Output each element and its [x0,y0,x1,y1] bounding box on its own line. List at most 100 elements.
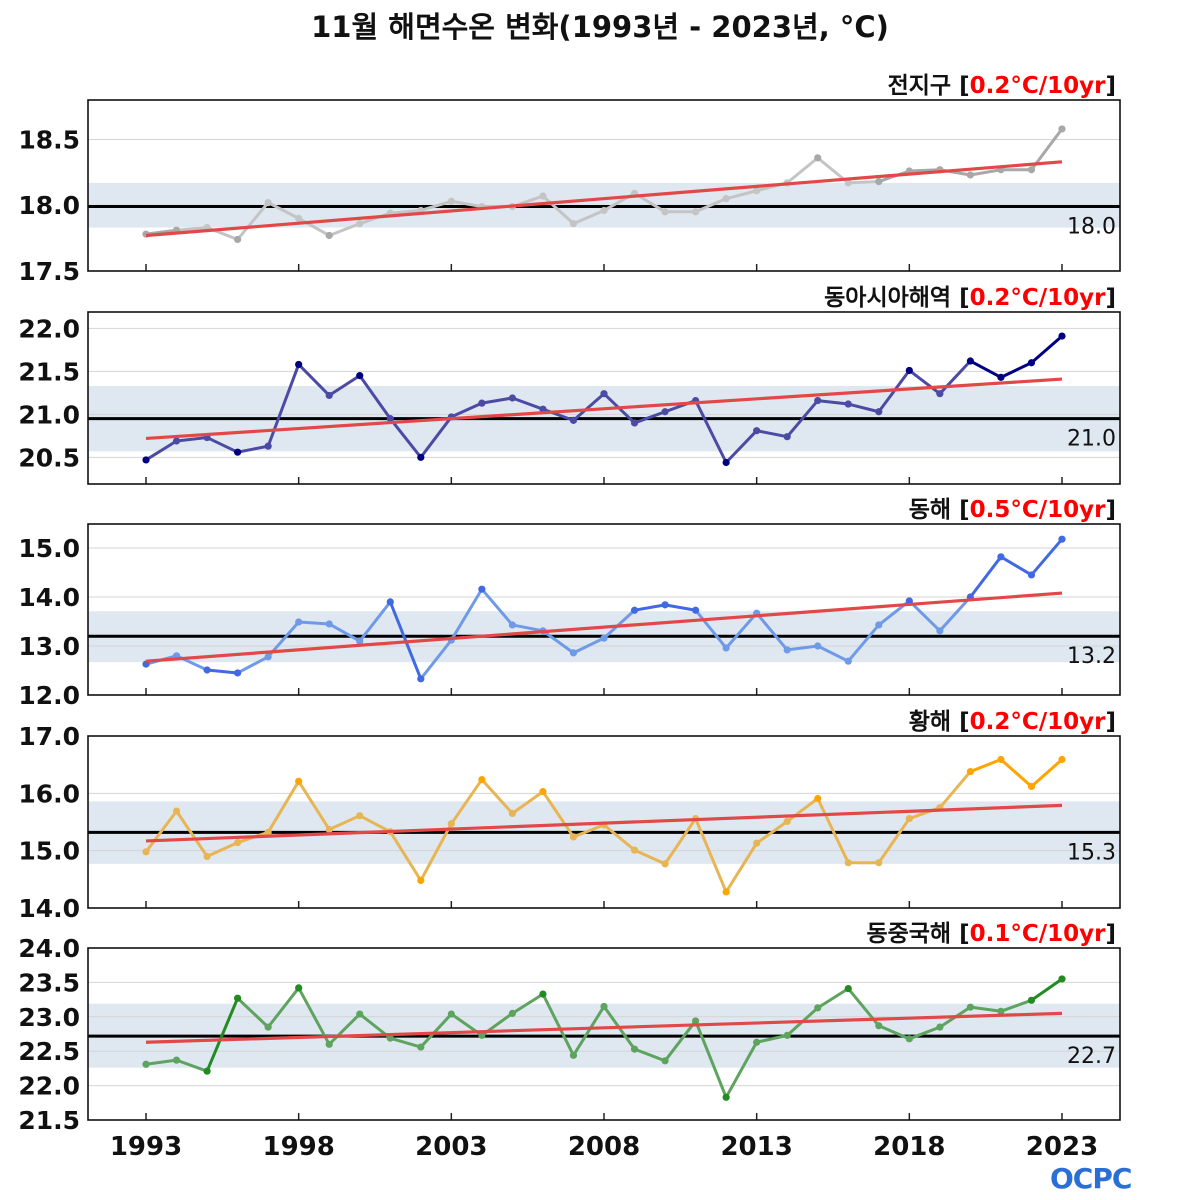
series-segment [755,429,789,439]
data-point [234,235,242,244]
y-tick-label: 18.5 [18,125,80,154]
region-name: 동해 [ [909,497,970,523]
series-segment [724,189,759,201]
data-point [234,448,242,456]
trend-rate: 0.2°C/10yr [970,709,1107,735]
data-point [569,220,578,228]
data-point [1027,359,1036,367]
data-point [630,419,639,427]
series-segment [510,992,545,1015]
series-segment [388,1036,423,1049]
data-point [203,1067,211,1075]
series-segment [236,655,270,675]
series-segment [571,392,606,422]
y-tick-label: 14.0 [18,894,80,923]
series-segment [816,987,850,1010]
series-segment [1029,537,1064,577]
data-point [691,1017,700,1025]
y-tick-label: 22.0 [18,314,80,343]
data-point [661,208,669,216]
series-segment [663,603,698,612]
data-point [905,814,913,823]
series-segment [724,841,759,894]
y-tick-label: 15.0 [18,837,80,866]
data-point [966,357,974,365]
data-point [295,618,303,626]
data-point [936,390,944,398]
y-tick-label: 17.0 [18,722,80,751]
y-tick-label: 21.0 [18,400,80,429]
series-segment [144,1058,179,1066]
series-segment [877,1024,911,1041]
data-point [417,1043,425,1051]
trend-line [145,803,1063,843]
data-point [1027,571,1036,579]
data-point [356,637,364,645]
series-segment [999,555,1033,577]
trend-rate: 0.2°C/10yr [970,285,1107,311]
mean-label: 18.0 [1067,215,1116,240]
series-segment [327,222,362,237]
series-segment [266,986,301,1029]
data-point [325,1040,333,1048]
y-tick-label: 21.5 [18,357,80,386]
region-name: 동중국해 [ [866,921,969,947]
data-point [753,187,761,195]
data-point [478,399,486,407]
ocpc-logo: OCPC [1050,1162,1132,1195]
panel-5: 21.5 22.0 22.5 23.0 23.5 24.0 22.7 동중국해 [0.1°C/… [18,921,1121,1135]
data-point [905,366,913,375]
series-segment [419,415,453,459]
series-segment [816,399,850,406]
data-point [539,405,547,413]
series-segment [541,992,575,1057]
series-segment [877,817,911,865]
data-point [508,1009,517,1017]
series-segment [571,1004,606,1057]
series-segment [510,623,545,633]
y-tick-label: 16.0 [18,779,80,808]
series-segment [1029,977,1064,1002]
mean-label: 21.0 [1067,427,1116,452]
series-segment [510,790,545,815]
panel-2: 20.5 21.0 21.5 22.0 21.0 동아시아해역 [0.2°C/10yr] [18,285,1121,485]
series-segment [449,401,484,419]
y-tick-label: 12.0 [18,681,80,710]
data-point [356,220,364,228]
data-point [722,458,730,467]
series-segment [297,620,331,626]
series-segment [175,436,209,443]
y-tick-label: 22.5 [18,1037,80,1066]
data-point [234,994,242,1002]
trend-rate: 0.5°C/10yr [970,497,1107,523]
series-segment [327,374,362,397]
series-segment [968,359,1003,379]
data-point [691,606,700,614]
series-segment [236,444,270,454]
series-segment [419,638,453,681]
series-segment [694,399,728,464]
trend-line [145,377,1063,441]
series-segment [297,362,331,397]
data-point [600,634,608,642]
data-point [783,433,791,441]
series-segment [724,1040,759,1099]
series-segment [571,636,606,655]
data-point [875,859,883,867]
series-segment [266,779,301,834]
data-point [295,777,303,785]
data-point [172,807,181,815]
y-tick-label: 18.0 [18,191,80,220]
y-tick-label: 13.0 [18,632,80,661]
bracket: ] [1105,709,1116,735]
data-point [814,794,822,803]
region-name: 전지구 [ [888,73,970,99]
series-segment [846,402,881,414]
data-point [539,788,547,796]
data-point [844,657,852,665]
series-segment [358,600,392,643]
series-segment [510,396,545,411]
data-point [661,1057,669,1065]
series-segment [419,1012,453,1049]
